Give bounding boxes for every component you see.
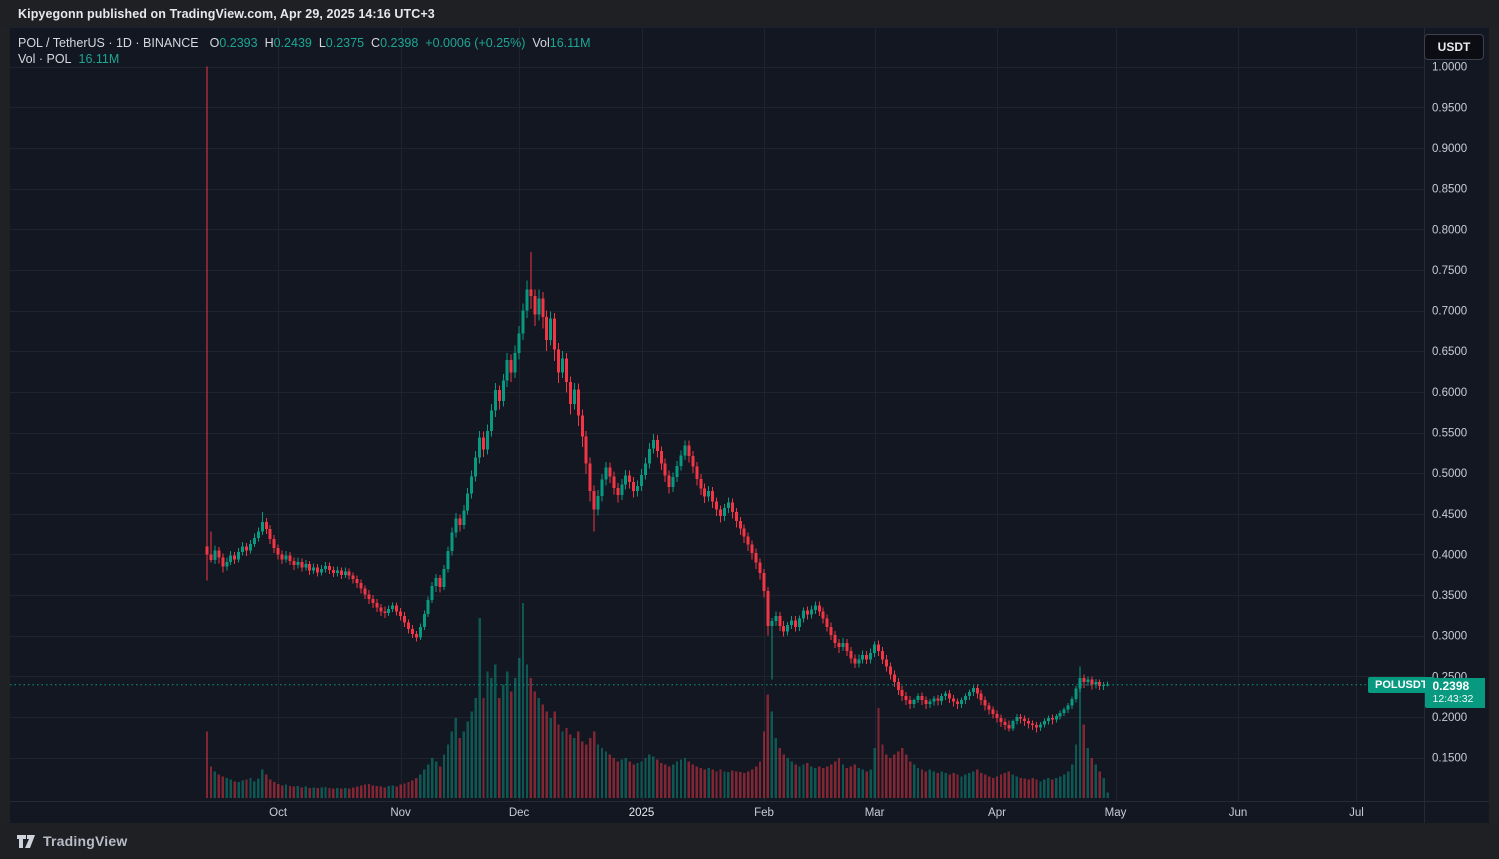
tradingview-brand-text: TradingView — [43, 833, 128, 849]
published-line: Kipyegonn published on TradingView.com, … — [18, 6, 435, 21]
price-tick-label: 0.4500 — [1432, 509, 1467, 521]
tradingview-logo-icon — [17, 834, 35, 848]
volume-study-title: Vol · POL — [18, 52, 72, 66]
time-axis-label: Dec — [509, 807, 530, 819]
price-axis[interactable]: 1.0000 0.9500 0.9000 0.8500 0.8000 0.7500 0.70… — [1432, 62, 1467, 765]
chart-panel: 1.0000 0.9500 0.9000 0.8500 0.8000 0.7500 0.70… — [10, 27, 1489, 824]
price-tick-label: 0.8000 — [1432, 224, 1467, 236]
last-price-value: 0.2398 — [1432, 679, 1470, 694]
price-tick-label: 0.5000 — [1432, 468, 1467, 480]
volume-bars — [205, 603, 1109, 798]
price-tick-label: 0.4000 — [1432, 549, 1467, 561]
time-axis-label: Apr — [988, 807, 1006, 819]
ohlc-open: O0.2393 — [209, 36, 258, 50]
bar-countdown: 12:43:32 — [1432, 693, 1474, 706]
time-axis-label: Mar — [865, 807, 885, 819]
price-tick-label: 0.7500 — [1432, 265, 1467, 277]
top-publisher-bar: Kipyegonn published on TradingView.com, … — [0, 0, 1499, 27]
time-axis-label: Feb — [754, 807, 774, 819]
candles-layer[interactable] — [205, 66, 1110, 733]
time-axis-label: Nov — [390, 807, 411, 819]
axis-borders — [10, 28, 1489, 824]
grid-lines — [10, 28, 1424, 801]
price-tick-label: 0.1500 — [1432, 753, 1467, 765]
legend-row-1: POL / TetherUS · 1D · BINANCE O0.2393 H0… — [18, 35, 591, 51]
currency-toggle-button[interactable]: USDT — [1424, 34, 1484, 60]
volume-inline: Vol16.11M — [532, 36, 591, 50]
price-tick-label: 0.2000 — [1432, 712, 1467, 724]
time-axis-label: Jul — [1349, 807, 1364, 819]
price-tick-label: 0.5500 — [1432, 428, 1467, 440]
time-axis-label: 2025 — [629, 807, 655, 819]
ohlc-close: C0.2398 — [371, 36, 419, 50]
footer-bar: TradingView — [0, 823, 1499, 859]
time-axis-label: May — [1105, 807, 1127, 819]
chart-legend: POL / TetherUS · 1D · BINANCE O0.2393 H0… — [18, 35, 591, 67]
time-axis-label: Oct — [269, 807, 288, 819]
time-axis-label: Jun — [1229, 807, 1248, 819]
last-price-axis-tag: 0.2398 12:43:32 — [1424, 677, 1485, 708]
price-tick-label: 0.7000 — [1432, 306, 1467, 318]
last-price-symbol-tag: POLUSDT — [1368, 676, 1435, 693]
volume-study-value: 16.11M — [78, 52, 120, 66]
ohlc-low: L0.2375 — [318, 36, 365, 50]
ohlc-high: H0.2439 — [264, 36, 312, 50]
price-tick-label: 0.6000 — [1432, 387, 1467, 399]
price-tick-label: 0.3500 — [1432, 590, 1467, 602]
price-tick-label: 0.3000 — [1432, 631, 1467, 643]
price-tick-label: 0.9000 — [1432, 143, 1467, 155]
symbol-title: POL / TetherUS · 1D · BINANCE — [18, 36, 199, 50]
price-tick-label: 1.0000 — [1432, 62, 1467, 74]
time-axis[interactable]: Oct Nov Dec 2025 Feb Mar Apr May Jun Jul — [269, 807, 1364, 819]
price-tick-label: 0.8500 — [1432, 184, 1467, 196]
price-tick-label: 0.9500 — [1432, 102, 1467, 114]
change-value: +0.0006 (+0.25%) — [425, 36, 526, 50]
legend-row-2: Vol · POL 16.11M — [18, 51, 591, 67]
price-tick-label: 0.6500 — [1432, 346, 1467, 358]
candlestick-chart[interactable]: 1.0000 0.9500 0.9000 0.8500 0.8000 0.7500 0.70… — [10, 28, 1489, 824]
